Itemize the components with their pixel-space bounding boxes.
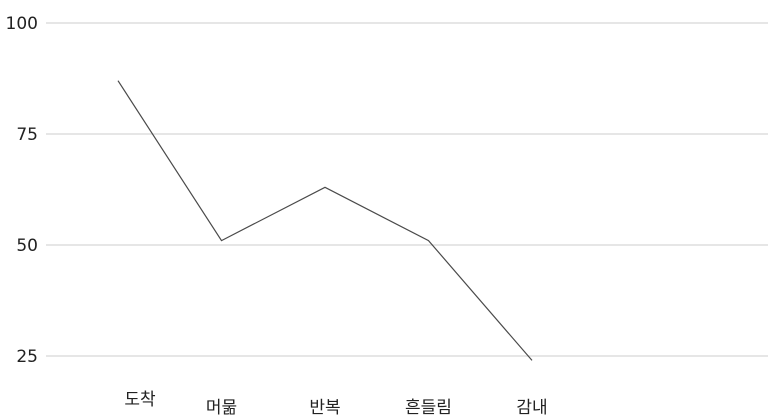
y-tick-label: 25 <box>16 347 38 367</box>
y-tick-label: 50 <box>16 236 38 256</box>
x-category-label: 도착 <box>124 390 156 410</box>
x-category-label: 반복 <box>309 398 340 418</box>
gridlines <box>46 22 768 357</box>
y-axis-tick-labels: 100 75 50 25 <box>6 14 38 367</box>
y-tick-label: 75 <box>16 125 38 145</box>
x-category-label: 머묾 <box>206 398 237 418</box>
x-category-label: 감내 <box>516 398 547 418</box>
series-line <box>117 80 533 361</box>
x-category-label: 흔들림 <box>405 398 452 418</box>
x-axis-category-labels: 도착 머묾 반복 흔들림 감내 <box>124 390 547 418</box>
y-tick-label: 100 <box>6 14 38 34</box>
series-area <box>117 80 533 361</box>
